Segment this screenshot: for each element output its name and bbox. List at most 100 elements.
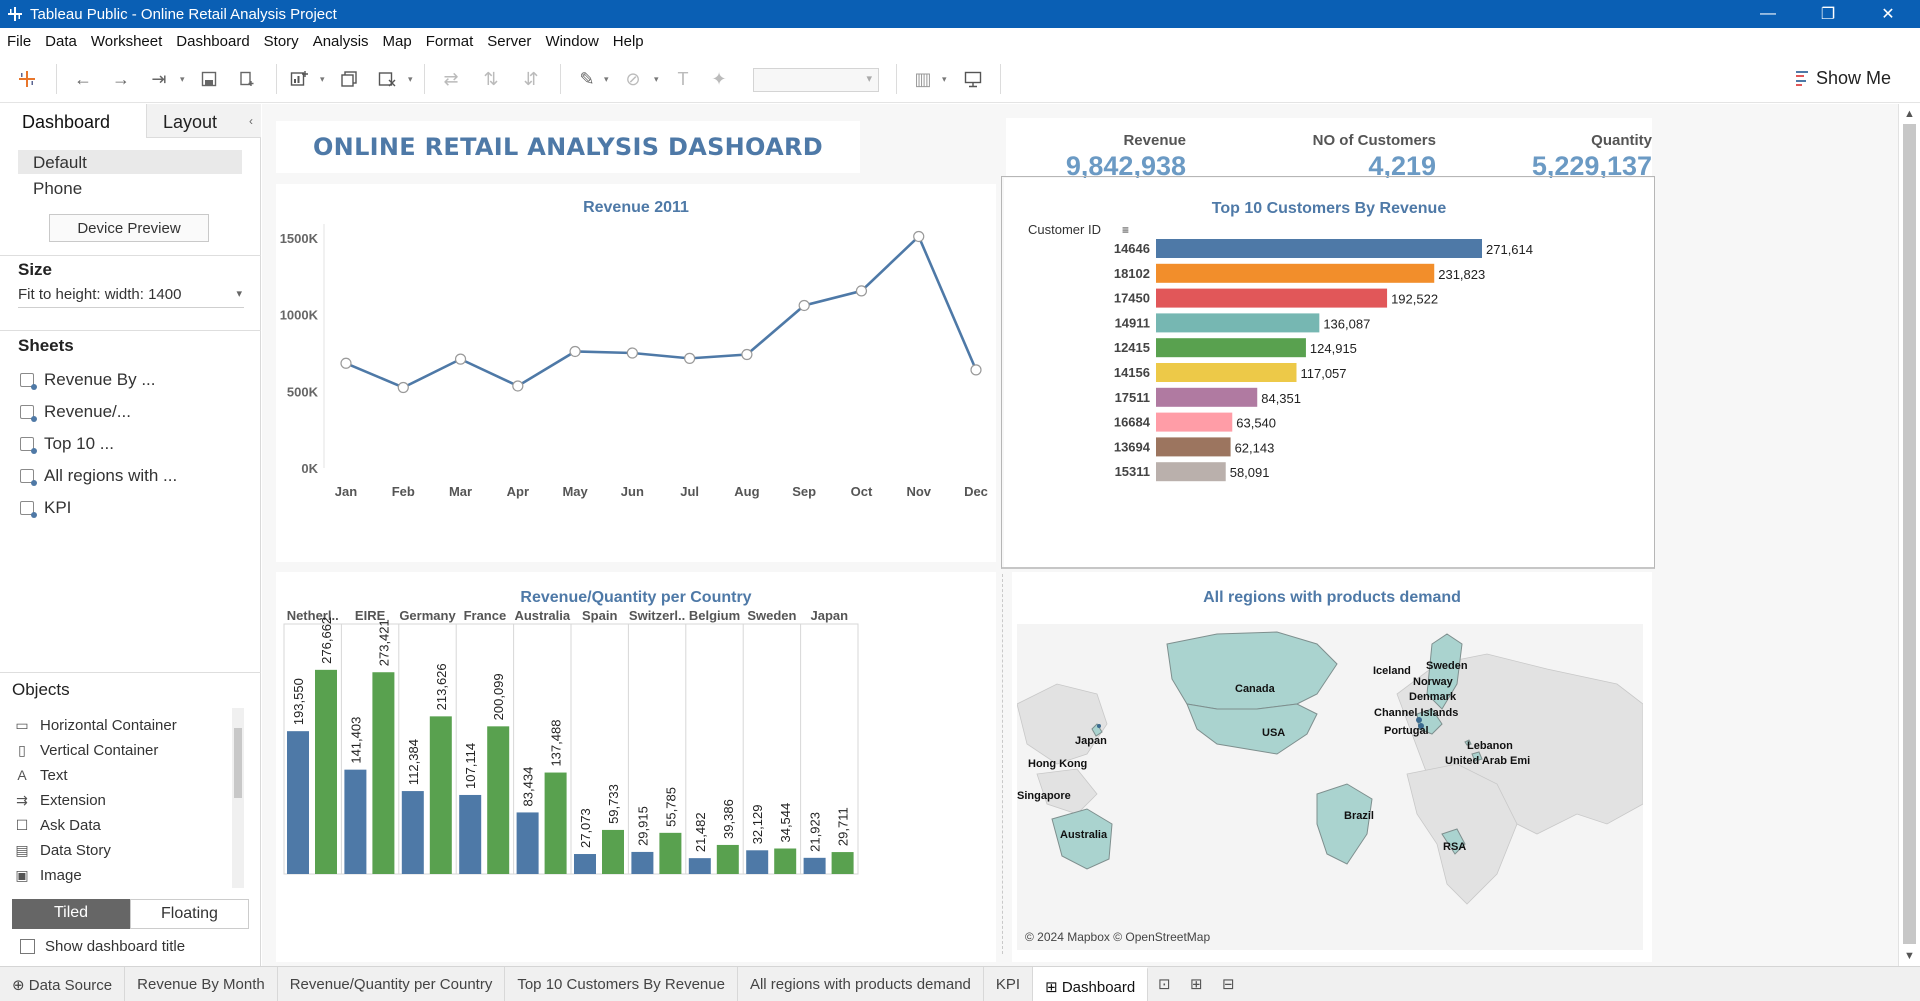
ask-data-icon: ☐ xyxy=(15,816,29,833)
tab-dashboard-active[interactable]: ⊞ Dashboard xyxy=(1033,966,1149,1001)
menu-dashboard[interactable]: Dashboard xyxy=(176,32,250,50)
object-label: Text xyxy=(40,766,68,784)
map-label: RSA xyxy=(1443,841,1466,853)
floating-button[interactable]: Floating xyxy=(130,899,249,929)
objects-scrollbar[interactable] xyxy=(232,708,244,888)
save-icon[interactable] xyxy=(198,68,220,90)
menu-analysis[interactable]: Analysis xyxy=(312,32,369,50)
object-horizontal-container[interactable]: ▭ Horizontal Container xyxy=(14,714,176,736)
show-dashboard-title-checkbox[interactable]: Show dashboard title xyxy=(20,938,185,955)
menu-story[interactable]: Story xyxy=(263,32,299,50)
device-default[interactable]: Default xyxy=(18,150,242,174)
scroll-down-icon[interactable]: ▼ xyxy=(1904,950,1915,962)
new-data-source-icon[interactable] xyxy=(236,68,258,90)
tab-sheet[interactable]: Revenue/Quantity per Country xyxy=(278,966,506,1001)
new-story-tab-icon[interactable]: ⊟ xyxy=(1221,976,1235,993)
tab-dashboard[interactable]: Dashboard xyxy=(0,104,146,138)
redo-icon[interactable]: → xyxy=(112,68,130,89)
show-me-button[interactable]: Show Me xyxy=(1796,68,1891,89)
customer-bar xyxy=(1156,338,1306,358)
map-label: Singapore xyxy=(1017,790,1071,802)
sheet-item[interactable]: All regions with ... xyxy=(20,464,177,488)
menu-server[interactable]: Server xyxy=(487,32,532,50)
menu-worksheet[interactable]: Worksheet xyxy=(90,32,163,50)
tab-layout-label: Layout xyxy=(163,112,218,132)
object-data-story[interactable]: ▤ Data Story xyxy=(14,839,111,861)
sheet-item[interactable]: Top 10 ... xyxy=(20,432,114,456)
map-label: Denmark xyxy=(1409,691,1457,703)
x-tick-label: Mar xyxy=(449,484,472,499)
sheet-item[interactable]: Revenue/... xyxy=(20,400,131,424)
fit-icon[interactable]: ▥ xyxy=(914,68,932,89)
sort-icon: ≡ xyxy=(1122,223,1129,237)
menu-file[interactable]: File xyxy=(7,32,32,50)
duplicate-icon[interactable] xyxy=(338,68,360,90)
size-select[interactable]: Fit to height: width: 1400 xyxy=(18,286,244,308)
customer-bar xyxy=(1156,387,1258,407)
device-preview-button[interactable]: Device Preview xyxy=(49,214,209,242)
menu-help[interactable]: Help xyxy=(612,32,644,50)
presentation-icon[interactable] xyxy=(962,68,984,90)
tab-sheet[interactable]: Revenue By Month xyxy=(125,966,278,1001)
canvas-scrollbar[interactable]: ▲ ▼ xyxy=(1898,104,1920,966)
tab-data-source[interactable]: ⊕ Data Source xyxy=(0,966,126,1001)
sheet-item[interactable]: Revenue By ... xyxy=(20,368,156,392)
x-tick-label: May xyxy=(562,484,588,499)
kpi-panel[interactable]: Revenue 9,842,938 NO of Customers 4,219 … xyxy=(1006,118,1652,181)
highlight-icon[interactable]: ✎ xyxy=(579,68,595,89)
country-bar xyxy=(287,731,309,874)
tab-label: Dashboard xyxy=(1061,978,1136,996)
kpi-revenue: Revenue 9,842,938 xyxy=(1036,132,1186,182)
revenue-2011-panel[interactable]: Revenue 2011 0K 500K 1000K 1500K Jan Feb Mar Ap… xyxy=(276,184,996,562)
tab-sheet[interactable]: KPI xyxy=(984,966,1034,1001)
sheet-item[interactable]: KPI xyxy=(20,496,71,520)
country-bar xyxy=(688,858,711,874)
fit-select[interactable] xyxy=(753,68,879,92)
object-text[interactable]: A Text xyxy=(14,764,68,786)
menu-data[interactable]: Data xyxy=(45,32,77,50)
axis-label: Customer ID xyxy=(1028,222,1101,237)
data-point xyxy=(684,352,696,364)
scroll-thumb[interactable] xyxy=(1903,124,1916,944)
minimize-button[interactable]: — xyxy=(1760,5,1776,22)
tab-sheet[interactable]: All regions with products demand xyxy=(738,966,984,1001)
object-vertical-container[interactable]: ▯ Vertical Container xyxy=(14,739,158,761)
sort-descending-icon[interactable]: ⇵ xyxy=(523,68,539,89)
map-view[interactable]: Canada USA Brazil Australia Japan Hong K… xyxy=(1017,624,1643,950)
tab-layout[interactable]: Layout ‹ xyxy=(146,104,261,138)
restore-button[interactable]: ❐ xyxy=(1820,6,1836,23)
category-label: Germany xyxy=(399,608,456,623)
swap-icon[interactable]: ⇄ xyxy=(443,68,459,89)
new-worksheet-tab-icon[interactable]: ⊡ xyxy=(1157,976,1171,993)
scroll-up-icon[interactable]: ▲ xyxy=(1904,108,1915,120)
object-image[interactable]: ▣ Image xyxy=(14,864,81,886)
group-icon[interactable]: ⊘ xyxy=(625,68,641,89)
country-panel[interactable]: Revenue/Quantity per Country Netherl.. 19… xyxy=(276,572,996,962)
tab-sheet[interactable]: Top 10 Customers By Revenue xyxy=(505,966,738,1001)
replay-icon[interactable]: ⇥ xyxy=(151,68,167,89)
map-panel[interactable]: All regions with products demand xyxy=(1012,572,1652,962)
new-worksheet-icon[interactable] xyxy=(288,68,310,90)
menu-format[interactable]: Format xyxy=(425,32,474,50)
labels-icon[interactable]: T xyxy=(677,68,689,89)
sort-ascending-icon[interactable]: ⇅ xyxy=(483,68,499,89)
undo-icon[interactable]: ← xyxy=(74,68,92,89)
object-extension[interactable]: ⇉ Extension xyxy=(14,789,106,811)
dashboard-icon: ⊞ xyxy=(1045,978,1062,996)
pin-icon[interactable]: ✦ xyxy=(711,68,727,89)
worksheet-icon xyxy=(20,501,37,518)
top10-customers-panel[interactable]: Top 10 Customers By Revenue Customer ID ≡… xyxy=(1004,178,1654,568)
data-point xyxy=(855,285,868,297)
close-button[interactable]: ✕ xyxy=(1881,6,1895,23)
tableau-logo-icon[interactable] xyxy=(16,68,38,90)
menu-map[interactable]: Map xyxy=(382,32,412,50)
collapse-pane-icon[interactable]: ‹ xyxy=(249,114,253,128)
usa-region xyxy=(1186,703,1318,755)
new-dashboard-tab-icon[interactable]: ⊞ xyxy=(1189,976,1203,993)
data-point xyxy=(512,380,524,392)
object-ask-data[interactable]: ☐ Ask Data xyxy=(14,814,101,836)
menu-window[interactable]: Window xyxy=(545,32,599,50)
tiled-button[interactable]: Tiled xyxy=(12,899,130,929)
clear-icon[interactable] xyxy=(376,68,398,90)
device-phone[interactable]: Phone xyxy=(33,179,83,198)
